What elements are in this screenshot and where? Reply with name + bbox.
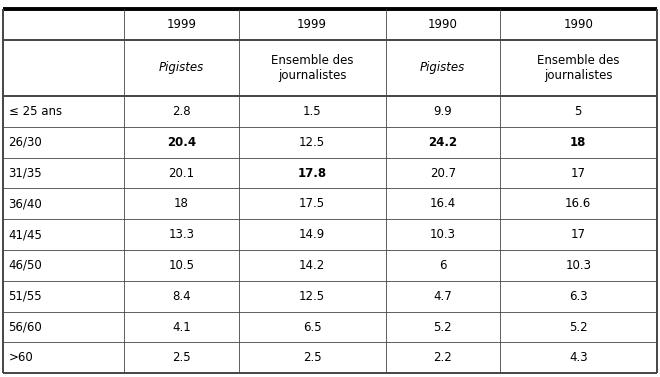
Text: 9.9: 9.9: [434, 105, 452, 118]
Text: 46/50: 46/50: [9, 259, 42, 272]
Text: 1990: 1990: [428, 18, 457, 31]
Text: 56/60: 56/60: [9, 320, 42, 334]
Text: 1990: 1990: [564, 18, 593, 31]
Text: 2.5: 2.5: [172, 351, 191, 364]
Text: 12.5: 12.5: [299, 136, 325, 149]
Text: Pigistes: Pigistes: [158, 61, 204, 74]
Text: Ensemble des
journalistes: Ensemble des journalistes: [271, 54, 353, 82]
Text: Ensemble des
journalistes: Ensemble des journalistes: [537, 54, 620, 82]
Text: 6.3: 6.3: [569, 290, 587, 303]
Text: 8.4: 8.4: [172, 290, 191, 303]
Text: 17.8: 17.8: [298, 167, 327, 179]
Text: 10.3: 10.3: [430, 228, 455, 241]
Text: 51/55: 51/55: [9, 290, 42, 303]
Text: 24.2: 24.2: [428, 136, 457, 149]
Text: 17.5: 17.5: [299, 197, 325, 210]
Text: 6: 6: [439, 259, 446, 272]
Text: 5.2: 5.2: [569, 320, 587, 334]
Text: 2.5: 2.5: [303, 351, 321, 364]
Text: 20.1: 20.1: [168, 167, 195, 179]
Text: 5: 5: [575, 105, 582, 118]
Text: 20.7: 20.7: [430, 167, 456, 179]
Text: 4.7: 4.7: [434, 290, 452, 303]
Text: 13.3: 13.3: [168, 228, 194, 241]
Text: Pigistes: Pigistes: [420, 61, 465, 74]
Text: ≤ 25 ans: ≤ 25 ans: [9, 105, 61, 118]
Text: 36/40: 36/40: [9, 197, 42, 210]
Text: 5.2: 5.2: [434, 320, 452, 334]
Text: 18: 18: [174, 197, 189, 210]
Text: 10.5: 10.5: [168, 259, 194, 272]
Text: 2.8: 2.8: [172, 105, 191, 118]
Text: 14.9: 14.9: [299, 228, 325, 241]
Text: 4.1: 4.1: [172, 320, 191, 334]
Text: >60: >60: [9, 351, 33, 364]
Text: 20.4: 20.4: [167, 136, 196, 149]
Text: 31/35: 31/35: [9, 167, 42, 179]
Text: 16.6: 16.6: [565, 197, 591, 210]
Text: 16.4: 16.4: [430, 197, 456, 210]
Text: 41/45: 41/45: [9, 228, 42, 241]
Text: 14.2: 14.2: [299, 259, 325, 272]
Text: 1.5: 1.5: [303, 105, 321, 118]
Text: 26/30: 26/30: [9, 136, 42, 149]
Text: 2.2: 2.2: [434, 351, 452, 364]
Text: 4.3: 4.3: [569, 351, 587, 364]
Text: 1999: 1999: [166, 18, 197, 31]
Text: 10.3: 10.3: [566, 259, 591, 272]
Text: 6.5: 6.5: [303, 320, 321, 334]
Text: 17: 17: [571, 228, 586, 241]
Text: 18: 18: [570, 136, 587, 149]
Text: 17: 17: [571, 167, 586, 179]
Text: 1999: 1999: [297, 18, 327, 31]
Text: 12.5: 12.5: [299, 290, 325, 303]
